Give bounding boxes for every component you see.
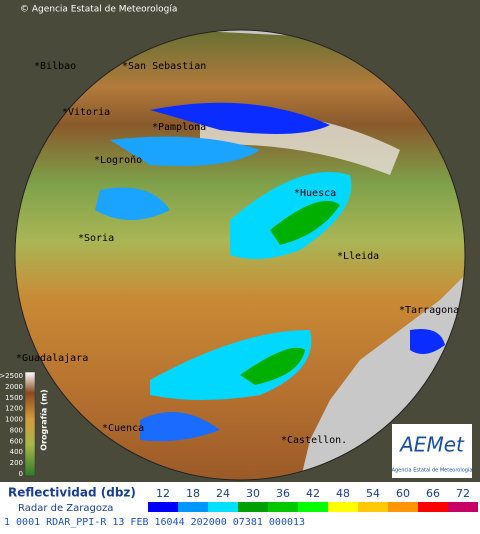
city-label: Guadalajara [22, 353, 88, 364]
precip [150, 330, 312, 400]
legend-swatch [148, 502, 178, 512]
orography-tick-label: 2000 [5, 383, 23, 391]
orography-tick-label: 800 [10, 426, 23, 434]
legend-swatch [268, 502, 298, 512]
status-line: 1 0001 RDAR_PPI-R 13 FEB 16044 202000 07… [4, 517, 305, 528]
city-label: Castellon. [287, 435, 347, 446]
legend-value: 54 [366, 487, 380, 500]
legend-value: 18 [186, 487, 200, 500]
legend-value: 48 [336, 487, 350, 500]
precip [140, 412, 220, 442]
legend-swatch [208, 502, 238, 512]
logo-box [392, 424, 472, 478]
legend-title: Reflectividad (dbz) [8, 486, 136, 500]
radar-range [14, 29, 466, 481]
legend-value: 60 [396, 487, 410, 500]
legend-swatch [238, 502, 268, 512]
legend-swatch [298, 502, 328, 512]
orography-title: Orografía (m) [40, 389, 49, 450]
orography-tick-label: 1200 [5, 405, 23, 413]
city-labels: * Bilbao * San Sebastian* Vitoria* Pamplona* L… [16, 61, 459, 446]
orography-tick-label: 200 [10, 459, 23, 467]
city-marker: * [94, 155, 100, 166]
legend-swatch [328, 502, 358, 512]
city-marker: * [337, 251, 343, 262]
logo-caption: Agencia Estatal de Meteorología [392, 467, 473, 474]
city-marker: * [16, 353, 22, 364]
city-label: San Sebastian [128, 61, 206, 72]
city-marker: * [281, 435, 287, 446]
precip [240, 347, 305, 385]
legend-value: 36 [276, 487, 290, 500]
city-marker: * [399, 305, 405, 316]
legend-swatch [358, 502, 388, 512]
legend-value: 24 [216, 487, 230, 500]
orography-tick-label: 1500 [5, 394, 23, 402]
city-label: Bilbao [40, 61, 76, 72]
logo-brand: AEMet [398, 433, 465, 457]
orography-tick-label: 1000 [5, 416, 23, 424]
precip [270, 200, 340, 245]
city-marker: * [122, 61, 128, 72]
city-marker: * [294, 188, 300, 199]
legend-swatch [418, 502, 448, 512]
legend-value: 66 [426, 487, 440, 500]
legend-subtitle: Radar de Zaragoza [18, 503, 113, 514]
legend-value: 72 [456, 487, 470, 500]
city-marker: * [102, 423, 108, 434]
city-label: Soria [84, 233, 114, 244]
city-label: Cuenca [108, 423, 144, 434]
city-marker: * [34, 61, 40, 72]
precip [110, 136, 260, 166]
orography-tick-label: 600 [10, 437, 23, 445]
city-label: Logroño [100, 155, 142, 166]
legend-swatch [178, 502, 208, 512]
legend-value: 12 [156, 487, 170, 500]
radar-area [15, 30, 465, 480]
orography-tick-label: 400 [10, 448, 23, 456]
precip [95, 187, 170, 220]
city-label: Lleida [343, 251, 379, 262]
city-label: Tarragona [405, 305, 459, 316]
legend-scale: 12 18 24 30 36 42 48 54 60 66 72 [148, 487, 478, 512]
city-label: Pamplona [158, 122, 206, 133]
precip [150, 102, 330, 134]
legend-value: 42 [306, 487, 320, 500]
copyright: © Agencia Estatal de Meteorología [20, 5, 177, 15]
city-label: Vitoria [68, 107, 110, 118]
legend-value: 30 [246, 487, 260, 500]
legend-swatch [388, 502, 418, 512]
legend-swatch [448, 502, 478, 512]
city-label: Huesca [300, 188, 336, 199]
city-marker: * [152, 122, 158, 133]
orography-bar [24, 371, 36, 477]
city-marker: * [62, 107, 68, 118]
orography-tick-label: >2500 [0, 372, 23, 380]
city-marker: * [78, 233, 84, 244]
orography-tick-label: 0 [19, 470, 23, 478]
precip [410, 329, 445, 354]
